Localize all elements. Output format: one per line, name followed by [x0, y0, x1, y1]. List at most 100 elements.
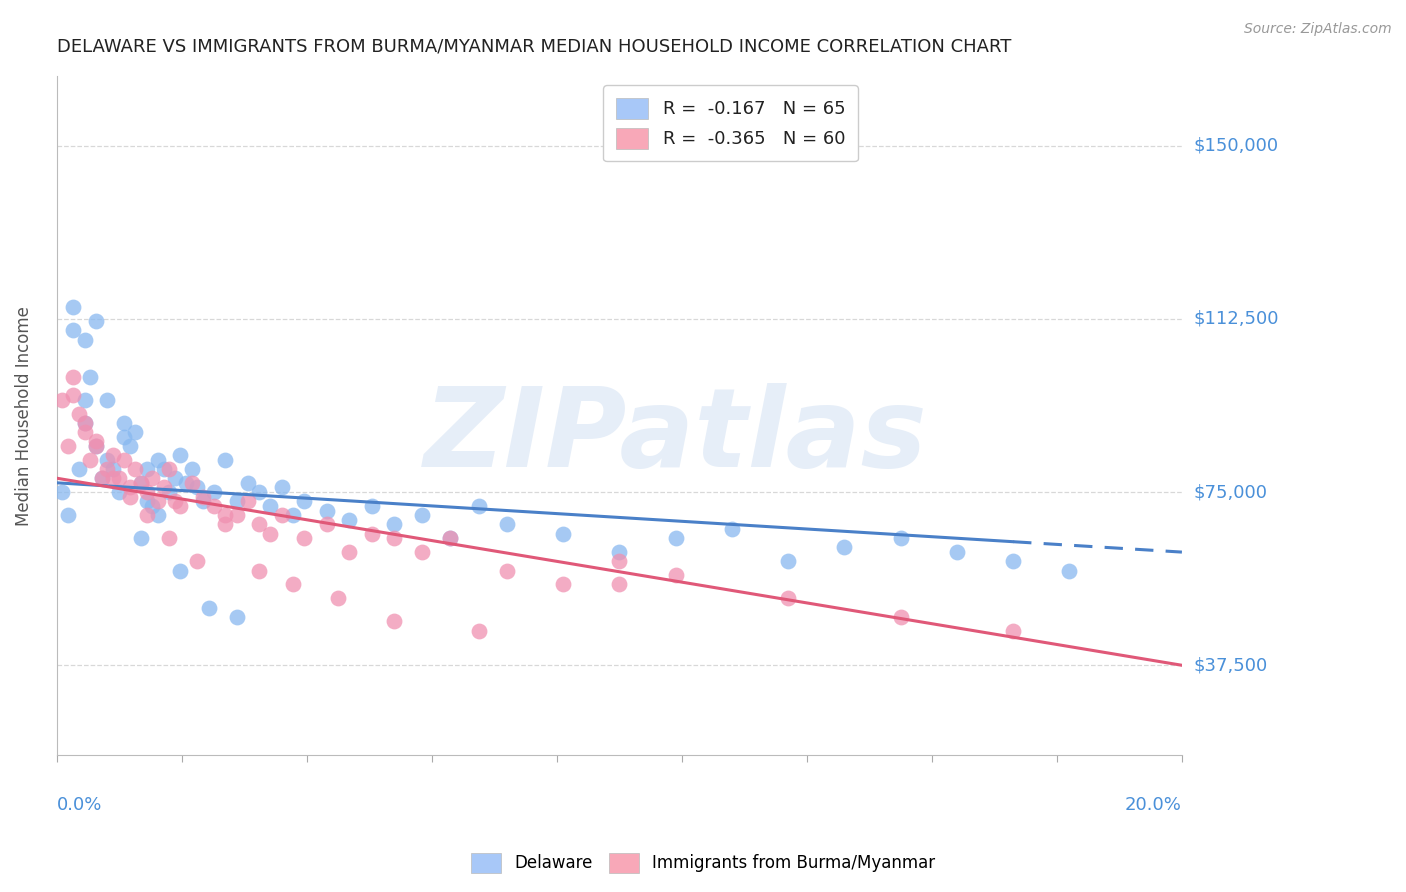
Point — [281, 508, 304, 523]
Point — [191, 490, 214, 504]
Point — [439, 531, 461, 545]
Legend: Delaware, Immigrants from Burma/Myanmar: Delaware, Immigrants from Burma/Myanmar — [464, 847, 942, 880]
Point — [1002, 624, 1025, 638]
Point — [259, 499, 281, 513]
Point — [169, 448, 191, 462]
Point — [169, 564, 191, 578]
Point — [360, 499, 382, 513]
Point — [124, 425, 146, 439]
Text: DELAWARE VS IMMIGRANTS FROM BURMA/MYANMAR MEDIAN HOUSEHOLD INCOME CORRELATION CH: DELAWARE VS IMMIGRANTS FROM BURMA/MYANMA… — [56, 37, 1011, 55]
Point — [146, 452, 169, 467]
Point — [51, 485, 73, 500]
Point — [62, 323, 84, 337]
Point — [163, 494, 186, 508]
Point — [360, 526, 382, 541]
Point — [225, 494, 247, 508]
Point — [186, 480, 208, 494]
Point — [191, 494, 214, 508]
Point — [135, 508, 157, 523]
Point — [411, 508, 433, 523]
Point — [292, 531, 315, 545]
Point — [73, 425, 96, 439]
Point — [79, 452, 101, 467]
Point — [67, 407, 90, 421]
Point — [382, 531, 405, 545]
Point — [720, 522, 742, 536]
Point — [79, 369, 101, 384]
Point — [214, 508, 236, 523]
Point — [152, 480, 174, 494]
Point — [551, 526, 574, 541]
Point — [73, 392, 96, 407]
Point — [174, 475, 197, 490]
Point — [326, 591, 349, 606]
Point — [664, 531, 686, 545]
Text: 0.0%: 0.0% — [56, 796, 103, 814]
Point — [169, 499, 191, 513]
Point — [101, 448, 124, 462]
Point — [382, 517, 405, 532]
Point — [776, 591, 799, 606]
Point — [90, 471, 112, 485]
Point — [157, 462, 180, 476]
Point — [51, 392, 73, 407]
Point — [776, 554, 799, 568]
Point — [141, 471, 163, 485]
Point — [118, 480, 141, 494]
Text: 20.0%: 20.0% — [1125, 796, 1182, 814]
Point — [495, 564, 517, 578]
Point — [163, 471, 186, 485]
Point — [157, 531, 180, 545]
Point — [202, 485, 225, 500]
Point — [141, 499, 163, 513]
Point — [270, 508, 292, 523]
Point — [118, 439, 141, 453]
Point — [62, 369, 84, 384]
Point — [186, 554, 208, 568]
Point — [236, 475, 259, 490]
Point — [56, 439, 79, 453]
Point — [90, 471, 112, 485]
Point — [315, 517, 337, 532]
Point — [467, 624, 489, 638]
Point — [73, 416, 96, 430]
Point — [337, 513, 360, 527]
Point — [225, 508, 247, 523]
Point — [96, 452, 118, 467]
Point — [152, 462, 174, 476]
Point — [84, 439, 107, 453]
Point — [214, 452, 236, 467]
Point — [607, 577, 630, 591]
Point — [292, 494, 315, 508]
Point — [281, 577, 304, 591]
Point — [112, 452, 135, 467]
Point — [118, 490, 141, 504]
Point — [382, 615, 405, 629]
Point — [411, 545, 433, 559]
Point — [124, 462, 146, 476]
Point — [551, 577, 574, 591]
Point — [247, 564, 270, 578]
Point — [146, 508, 169, 523]
Point — [247, 485, 270, 500]
Point — [247, 517, 270, 532]
Point — [180, 462, 202, 476]
Legend: R =  -0.167   N = 65, R =  -0.365   N = 60: R = -0.167 N = 65, R = -0.365 N = 60 — [603, 86, 858, 161]
Point — [946, 545, 969, 559]
Point — [135, 462, 157, 476]
Point — [439, 531, 461, 545]
Point — [62, 300, 84, 314]
Point — [315, 503, 337, 517]
Point — [202, 499, 225, 513]
Point — [890, 609, 912, 624]
Point — [129, 475, 152, 490]
Point — [890, 531, 912, 545]
Point — [107, 485, 129, 500]
Point — [157, 485, 180, 500]
Point — [73, 333, 96, 347]
Text: $150,000: $150,000 — [1194, 136, 1278, 154]
Point — [834, 541, 856, 555]
Point — [96, 462, 118, 476]
Point — [180, 475, 202, 490]
Point — [135, 485, 157, 500]
